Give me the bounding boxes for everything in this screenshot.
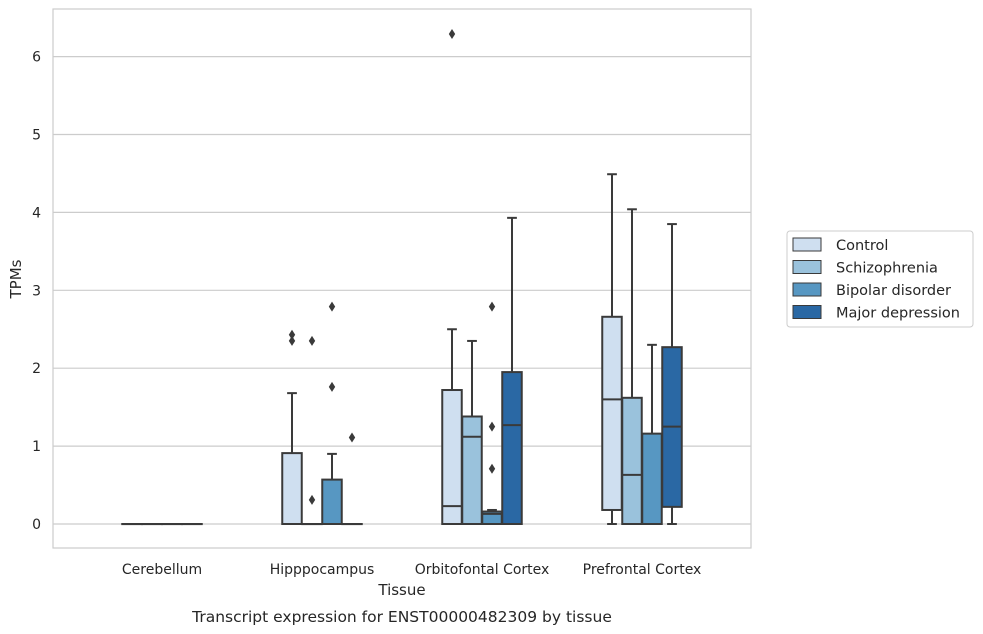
gridlines — [53, 55, 751, 525]
y-tick-label: 6 — [32, 50, 41, 66]
plot-area-frame — [52, 8, 752, 549]
box-bipolar-disorder — [481, 301, 503, 526]
box-schizophrenia — [621, 208, 643, 525]
y-axis-title: TPMs — [7, 259, 25, 299]
box-schizophrenia — [301, 335, 323, 526]
x-tick-label: Orbitofontal Cortex — [415, 562, 550, 578]
box-iqr — [281, 452, 303, 525]
box-iqr — [461, 415, 483, 525]
box-control — [601, 173, 623, 525]
outlier-point — [488, 421, 496, 432]
legend-swatch — [792, 260, 822, 274]
y-tick-label: 2 — [32, 361, 41, 377]
outlier-point — [488, 463, 496, 474]
legend-label: Bipolar disorder — [836, 283, 951, 299]
box-bipolar-disorder — [641, 343, 663, 525]
outlier-point — [328, 381, 336, 392]
outlier-point — [488, 301, 496, 312]
box-major-depression — [501, 216, 523, 525]
y-tick-labels: 0 1 2 3 4 5 6 — [32, 50, 41, 533]
legend-swatch — [792, 282, 822, 297]
y-tick-label: 1 — [32, 439, 41, 455]
outlier-point — [328, 301, 336, 312]
legend-label: Control — [836, 238, 888, 254]
box-iqr — [621, 396, 643, 525]
box-iqr — [501, 371, 523, 525]
legend: Control Schizophrenia Bipolar disorder Majo… — [786, 230, 974, 328]
outlier-point — [448, 29, 456, 40]
x-axis-title: Tissue — [377, 581, 425, 599]
legend-swatch — [792, 237, 822, 252]
legend-label: Major depression — [836, 306, 960, 322]
outlier-point — [308, 494, 316, 505]
box-iqr — [641, 432, 663, 525]
box-schizophrenia — [461, 339, 483, 525]
y-tick-label: 5 — [32, 128, 41, 144]
outlier-point — [288, 329, 296, 340]
box-major-depression — [341, 432, 363, 526]
box-iqr — [441, 389, 463, 525]
legend-swatch — [792, 305, 822, 319]
x-tick-label: Prefrontal Cortex — [583, 562, 702, 578]
legend-frame — [786, 230, 974, 328]
y-tick-label: 0 — [32, 517, 41, 533]
y-tick-label: 3 — [32, 283, 41, 299]
chart-caption: Transcript expression for ENST0000048230… — [191, 608, 612, 626]
boxes-layer — [121, 29, 683, 526]
outlier-point — [348, 432, 356, 443]
box-control — [441, 29, 463, 525]
box-iqr — [601, 315, 623, 511]
box-control — [281, 329, 303, 525]
box-bipolar-disorder — [321, 301, 343, 525]
x-tick-labels: Cerebellum Hipppocampus Orbitofontal Corte… — [122, 562, 701, 578]
x-tick-label: Cerebellum — [122, 562, 202, 578]
box-major-depression — [661, 223, 683, 525]
outlier-point — [288, 335, 296, 346]
x-tick-label: Hipppocampus — [270, 562, 375, 578]
y-tick-label: 4 — [32, 205, 41, 221]
outlier-point — [308, 335, 316, 346]
box-iqr — [321, 478, 343, 525]
legend-label: Schizophrenia — [836, 261, 938, 277]
